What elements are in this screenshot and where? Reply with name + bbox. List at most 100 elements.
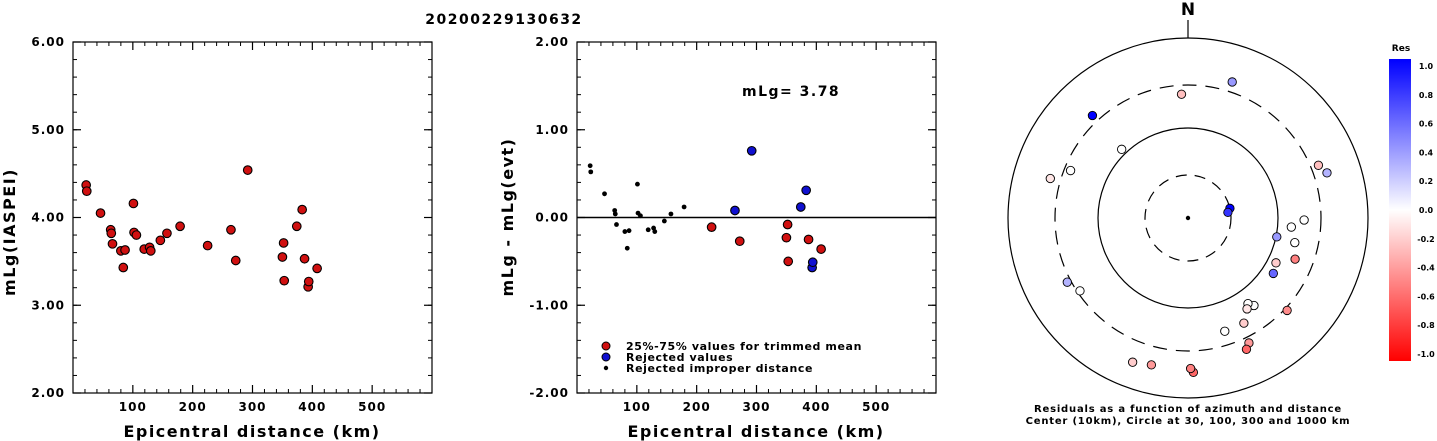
improper-distance-point — [668, 211, 674, 217]
station-residual-marker — [1272, 232, 1282, 242]
left-plot-frame — [72, 41, 433, 394]
colorbar-tick-label: 0.6 — [1419, 120, 1434, 129]
station-residual-marker — [1322, 168, 1332, 178]
magnitude-point — [202, 240, 213, 251]
magnitude-point — [230, 255, 241, 266]
left-y-tick-label: 3.00 — [31, 298, 65, 312]
improper-distance-point — [661, 218, 667, 224]
legend-improper-label: Rejected improper distance — [626, 362, 813, 375]
station-residual-marker — [1127, 357, 1138, 367]
station-residual-marker — [1239, 318, 1249, 328]
residual-colorbar: Res 1.0 0.8 0.6 0.4 0.2 0.0 -0.2 -0.4 -0.6 -0.8 -1… — [1389, 44, 1435, 361]
trimmed-mean-point — [816, 244, 826, 254]
station-residual-marker — [1146, 360, 1157, 370]
magnitude-point — [226, 224, 236, 235]
station-residual-marker — [1227, 77, 1237, 87]
legend-rejected-label: Rejected values — [626, 351, 733, 364]
magnitude-point — [145, 245, 156, 256]
magnitude-point — [242, 165, 253, 175]
left-x-tick-label: 100 — [119, 400, 147, 414]
station-residual-marker — [1176, 89, 1187, 99]
magnitude-point — [299, 253, 310, 264]
station-residual-marker — [1242, 304, 1252, 314]
magnitude-point — [175, 221, 185, 232]
station-residual-marker — [1087, 110, 1098, 121]
ring-100km — [1097, 127, 1279, 309]
improper-distance-point — [652, 229, 658, 234]
magnitude-point — [155, 235, 166, 246]
figure-title: 20200229130632 — [425, 12, 582, 28]
trimmed-mean-point — [803, 234, 814, 245]
mid-x-axis-title: Epicentral distance (km) — [627, 422, 884, 441]
legend-improper-marker — [603, 365, 609, 371]
mid-x-tick-label: 400 — [802, 400, 830, 414]
magnitude-point — [128, 198, 139, 209]
rejected-value-point — [795, 202, 806, 212]
legend-rejected-marker — [601, 352, 611, 362]
station-residual-marker — [1286, 222, 1296, 232]
left-x-tick-label: 500 — [358, 400, 386, 414]
mid-y-tick-label: 1.00 — [535, 123, 569, 137]
improper-distance-point — [602, 191, 607, 197]
residual-vs-distance-plot: -2.00 -1.00 0.00 1.00 2.00 100 200 300 400 500 mL… — [498, 35, 937, 441]
improper-distance-point — [587, 163, 593, 169]
rejected-value-point — [746, 145, 757, 156]
colorbar-gradient — [1389, 59, 1411, 361]
improper-distance-point — [612, 211, 618, 217]
trimmed-mean-point — [734, 236, 745, 247]
colorbar-tick-label: -1.0 — [1417, 350, 1435, 359]
epicenter-marker — [1185, 215, 1191, 221]
magnitude-point — [279, 275, 290, 286]
colorbar-tick-label: -0.2 — [1417, 235, 1435, 244]
rejected-value-point — [801, 185, 812, 196]
station-residual-marker — [1220, 326, 1230, 336]
left-x-tick-label: 200 — [179, 400, 207, 414]
left-y-tick-label: 6.00 — [31, 35, 65, 49]
station-residual-marker — [1045, 173, 1055, 184]
left-x-tick-label: 300 — [238, 400, 266, 414]
station-residual-marker — [1271, 258, 1281, 268]
station-residual-marker — [1268, 268, 1278, 279]
colorbar-tick-label: 0.2 — [1419, 177, 1433, 186]
magnitude-point — [278, 238, 289, 248]
improper-distance-point — [588, 169, 594, 175]
improper-distance-point — [624, 245, 630, 251]
left-x-axis-title: Epicentral distance (km) — [123, 422, 380, 441]
colorbar-tick-label: -0.6 — [1417, 292, 1435, 301]
magnitude-point — [131, 230, 142, 240]
improper-distance-point — [635, 181, 640, 187]
trimmed-mean-point — [783, 256, 794, 267]
colorbar-tick-label: -0.4 — [1417, 264, 1435, 273]
magnitude-point — [81, 186, 92, 197]
mid-x-tick-label: 500 — [862, 400, 890, 414]
magnitude-point — [303, 276, 314, 287]
azimuth-residual-map: N Residuals as a function of azimuth and… — [1007, 0, 1369, 427]
improper-distance-point — [645, 227, 651, 233]
magnitude-point — [107, 238, 118, 249]
improper-distance-point — [638, 213, 643, 219]
mid-y-axis-title: mLg - mLg(evt) — [498, 138, 517, 297]
station-residual-marker — [1117, 144, 1127, 154]
improper-distance-point — [622, 229, 628, 234]
station-residual-marker — [1282, 305, 1292, 316]
legend-trimmed-label: 25%-75% values for trimmed mean — [626, 340, 862, 353]
mlg-vs-distance-plot: 2.00 3.00 4.00 5.00 6.00 100 200 300 400 500 Epic… — [0, 35, 433, 441]
improper-distance-point — [614, 222, 619, 227]
station-residual-marker — [1299, 215, 1309, 225]
station-residual-marker — [1185, 363, 1196, 374]
magnitude-point — [291, 221, 302, 232]
polar-caption-line-2: Center (10km), Circle at 30, 100, 300 an… — [1026, 416, 1351, 427]
magnitude-point — [297, 204, 308, 215]
legend-trimmed-marker — [601, 341, 611, 351]
mid-x-tick-label: 200 — [683, 400, 711, 414]
left-x-tick-label: 400 — [298, 400, 326, 414]
station-residual-marker — [1223, 207, 1233, 218]
colorbar-tick-label: 0.4 — [1419, 148, 1434, 157]
mid-x-tick-label: 100 — [623, 400, 651, 414]
colorbar-tick-label: 0.8 — [1419, 91, 1434, 100]
magnitude-point — [120, 245, 130, 255]
trimmed-mean-point — [781, 232, 792, 243]
polar-caption-line-1: Residuals as a function of azimuth and d… — [1034, 404, 1342, 415]
station-residual-marker — [1065, 165, 1076, 176]
